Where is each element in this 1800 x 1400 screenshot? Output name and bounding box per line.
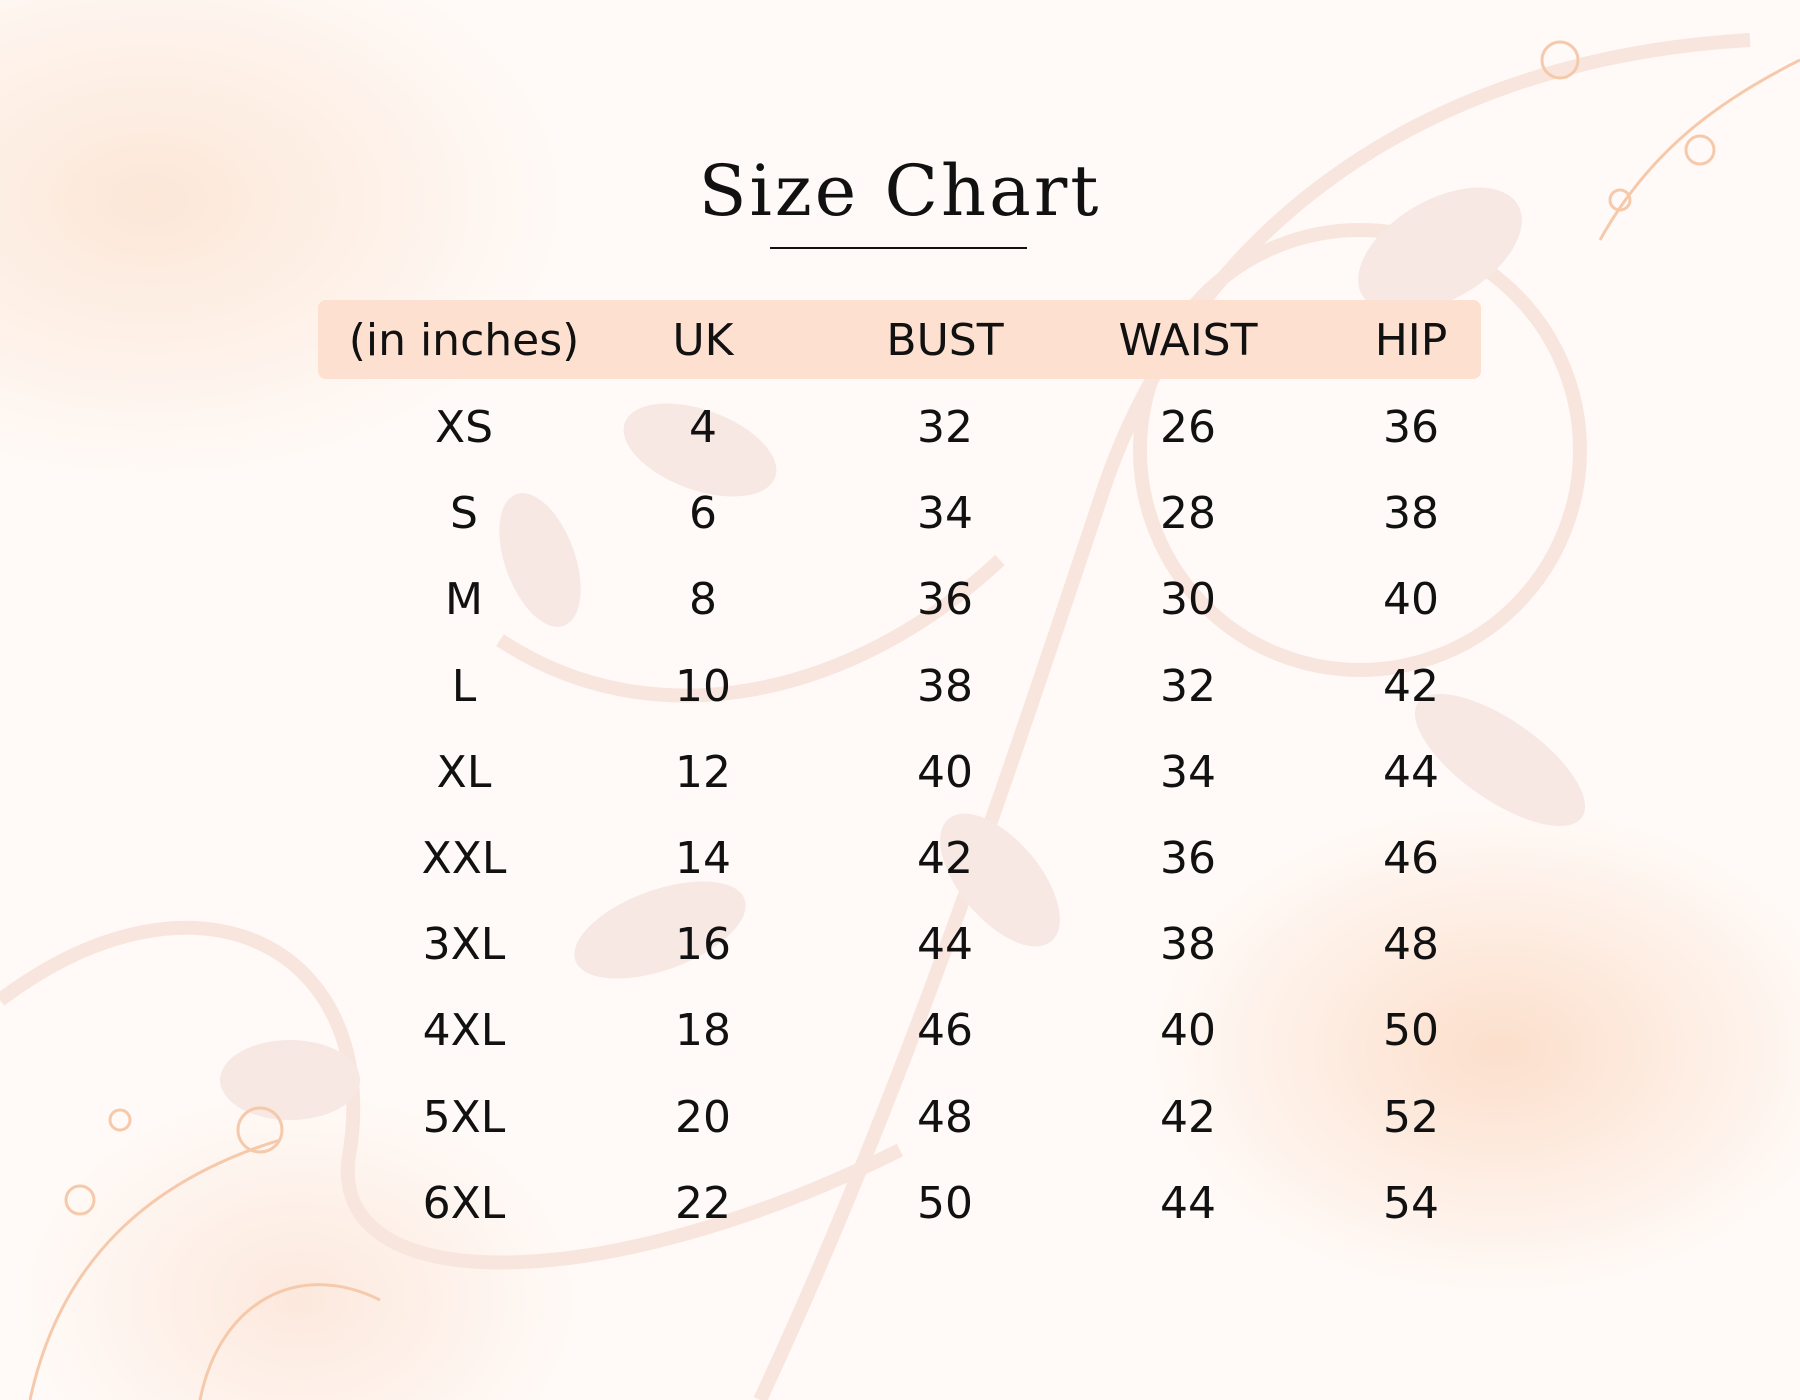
cell-hip: 50: [1383, 1005, 1439, 1057]
cell-uk: 14: [675, 833, 731, 884]
header-hip: HIP: [1374, 315, 1448, 366]
cell-size: M: [445, 574, 483, 626]
cell-bust: 38: [917, 660, 973, 712]
cell-waist: 40: [1160, 1005, 1216, 1057]
cell-size: L: [451, 660, 477, 712]
header-waist: WAIST: [1118, 315, 1258, 366]
cell-waist: 44: [1160, 1177, 1216, 1229]
cell-waist: 38: [1160, 919, 1216, 971]
cell-waist: 36: [1160, 833, 1216, 884]
cell-size: XS: [434, 402, 494, 453]
cell-hip: 44: [1383, 746, 1439, 798]
cell-uk: 20: [675, 1091, 731, 1143]
title-underline: [770, 247, 1027, 249]
table-header-bar: [318, 300, 1481, 379]
cell-hip: 52: [1383, 1091, 1439, 1143]
cell-uk: 12: [675, 746, 731, 798]
cell-bust: 40: [917, 746, 973, 798]
cell-hip: 38: [1383, 488, 1439, 540]
cell-bust: 44: [917, 919, 973, 971]
cell-hip: 42: [1383, 660, 1439, 712]
cell-bust: 36: [917, 574, 973, 626]
cell-hip: 46: [1383, 833, 1439, 884]
cell-size: 6XL: [422, 1177, 506, 1229]
cell-hip: 36: [1383, 402, 1439, 453]
header-uk: UK: [672, 315, 734, 366]
header-size: (in inches): [348, 315, 580, 366]
cell-bust: 46: [917, 1005, 973, 1057]
cell-uk: 6: [689, 488, 717, 540]
cell-bust: 48: [917, 1091, 973, 1143]
cell-uk: 18: [675, 1005, 731, 1057]
cell-size: 5XL: [422, 1091, 506, 1143]
cell-bust: 32: [917, 402, 973, 453]
cell-size: XL: [436, 746, 492, 798]
cell-size: XXL: [421, 833, 507, 884]
cell-waist: 30: [1160, 574, 1216, 626]
header-bust: BUST: [886, 315, 1004, 366]
cell-size: 3XL: [422, 919, 506, 971]
cell-uk: 10: [675, 660, 731, 712]
cell-hip: 40: [1383, 574, 1439, 626]
cell-waist: 34: [1160, 746, 1216, 798]
cell-bust: 34: [917, 488, 973, 540]
cell-waist: 28: [1160, 488, 1216, 540]
cell-size: S: [450, 488, 478, 540]
cell-uk: 4: [689, 402, 717, 453]
page-title: Size Chart: [698, 150, 1102, 232]
cell-waist: 42: [1160, 1091, 1216, 1143]
cell-waist: 32: [1160, 660, 1216, 712]
cell-bust: 50: [917, 1177, 973, 1229]
cell-size: 4XL: [422, 1005, 506, 1057]
cell-uk: 8: [689, 574, 717, 626]
cell-hip: 54: [1383, 1177, 1439, 1229]
cell-uk: 16: [675, 919, 731, 971]
cell-hip: 48: [1383, 919, 1439, 971]
cell-uk: 22: [675, 1177, 731, 1229]
cell-waist: 26: [1160, 402, 1216, 453]
cell-bust: 42: [917, 833, 973, 884]
